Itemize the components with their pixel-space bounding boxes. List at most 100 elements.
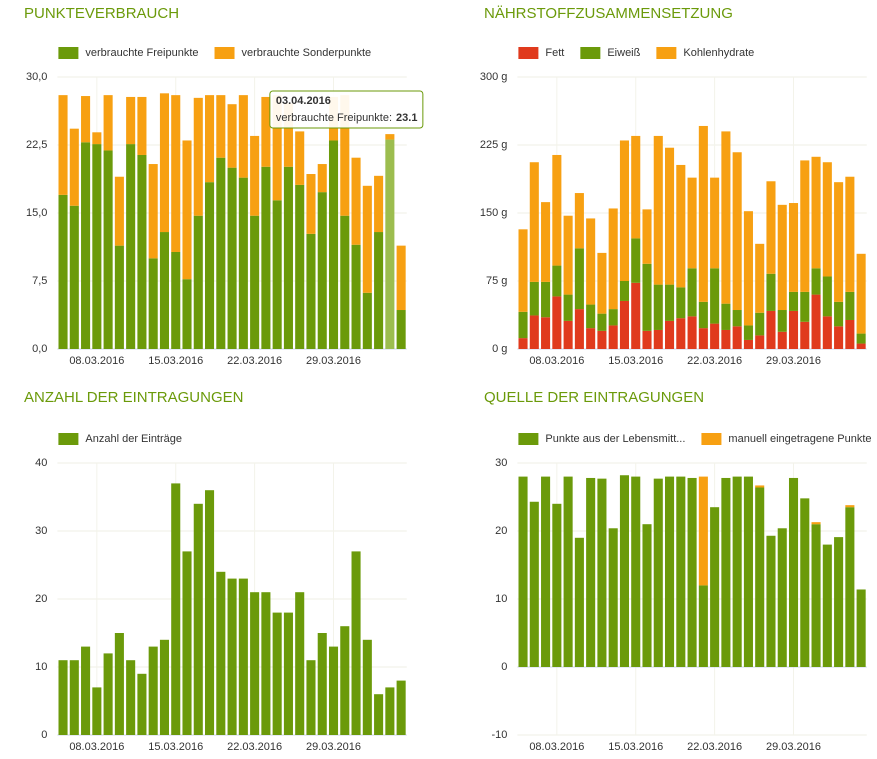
bar <box>518 476 528 667</box>
bar <box>81 142 91 349</box>
bar <box>811 524 821 667</box>
bar <box>597 478 607 667</box>
bar <box>743 325 753 340</box>
bar <box>317 164 327 193</box>
bar <box>743 476 753 667</box>
bar <box>631 476 641 667</box>
tooltip-date: 03.04.2016 <box>276 95 331 107</box>
x-tick-label: 22.03.2016 <box>687 355 742 367</box>
legend-label: verbrauchte Freipunkte <box>85 47 198 59</box>
bar <box>766 535 776 667</box>
bar <box>205 95 215 183</box>
y-tick-label: 10 <box>35 661 47 673</box>
bar <box>261 166 271 349</box>
bar <box>822 276 832 317</box>
bar <box>340 95 350 216</box>
bar <box>574 193 584 249</box>
bar <box>563 294 573 321</box>
bar <box>69 660 79 735</box>
legend-swatch <box>214 47 235 59</box>
bar <box>822 544 832 667</box>
bar <box>755 487 765 667</box>
bar <box>665 320 675 349</box>
bar <box>328 140 339 349</box>
tooltip: 03.04.2016 verbrauchte Freipunkte: 23.1 <box>269 90 424 129</box>
bar <box>362 185 372 293</box>
bar <box>114 633 124 735</box>
bar <box>351 551 361 735</box>
bar <box>250 135 260 216</box>
legend-swatch <box>58 433 79 445</box>
bar <box>642 330 652 349</box>
bar <box>721 303 731 330</box>
bar <box>631 135 641 239</box>
bar <box>385 134 395 140</box>
bar <box>518 229 528 312</box>
bar <box>586 218 596 305</box>
bar <box>665 147 675 285</box>
bar <box>261 96 271 167</box>
bar <box>159 639 169 735</box>
bar <box>732 476 742 667</box>
y-tick-label: 22,5 <box>26 139 47 151</box>
bar <box>396 245 406 311</box>
bar <box>103 150 113 349</box>
bar <box>216 95 226 158</box>
legend-label: verbrauchte Sonderpunkte <box>242 47 372 59</box>
chart-title: NÄHRSTOFFZUSAMMENSETZUNG <box>484 5 733 22</box>
y-tick-label: 20 <box>495 525 507 537</box>
bar <box>295 131 305 185</box>
bar <box>698 476 708 586</box>
y-tick-label: 150 g <box>480 207 508 219</box>
bar <box>295 184 305 349</box>
legend-label: Anzahl der Einträge <box>85 433 182 445</box>
bar <box>148 164 158 259</box>
bar <box>822 162 832 277</box>
bar <box>777 310 787 332</box>
bar <box>374 175 384 233</box>
bar <box>608 528 618 667</box>
bar <box>182 279 192 349</box>
bar <box>800 498 810 667</box>
bar <box>126 660 136 735</box>
bar <box>58 660 68 735</box>
bar <box>811 156 821 269</box>
y-tick-label: 40 <box>35 457 47 469</box>
bar <box>69 205 79 349</box>
bar <box>586 328 596 349</box>
bar <box>676 318 686 349</box>
y-tick-label: 30 <box>35 525 47 537</box>
legend-swatch <box>701 433 722 445</box>
bar <box>834 537 844 667</box>
bar <box>385 687 395 735</box>
bar <box>698 125 708 302</box>
y-tick-label: 0,0 <box>32 343 47 355</box>
bar <box>227 167 237 349</box>
bar <box>834 301 844 327</box>
x-tick-label: 22.03.2016 <box>227 741 282 753</box>
bar <box>788 203 799 292</box>
bar <box>193 503 203 735</box>
bar <box>261 592 271 735</box>
bar <box>653 329 663 349</box>
bar <box>193 215 203 349</box>
bar <box>92 687 102 735</box>
bar <box>227 578 237 735</box>
bar <box>845 291 855 320</box>
bar <box>374 694 384 735</box>
bar <box>114 245 124 349</box>
bar <box>631 238 641 283</box>
x-tick-label: 08.03.2016 <box>529 741 584 753</box>
bar <box>721 131 731 304</box>
bar <box>238 177 248 349</box>
bar <box>619 140 629 281</box>
bar <box>766 181 776 274</box>
bar <box>541 476 551 667</box>
y-tick-label: 75 g <box>486 275 507 287</box>
x-tick-label: 22.03.2016 <box>227 355 282 367</box>
bar <box>845 176 855 292</box>
x-tick-label: 29.03.2016 <box>306 355 361 367</box>
bar <box>58 194 68 349</box>
bar <box>834 182 844 302</box>
